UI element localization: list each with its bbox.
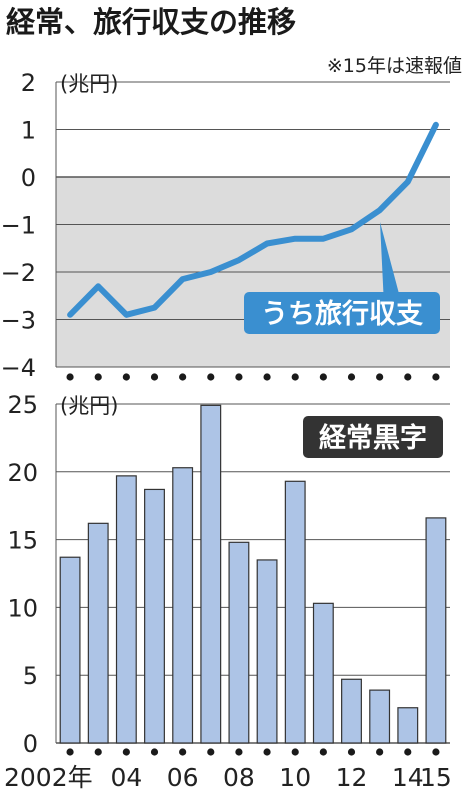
y-tick-label: −3	[1, 307, 36, 335]
x-tick-dot	[432, 748, 439, 755]
x-tick-dot	[348, 373, 355, 380]
y-tick-label: −1	[1, 212, 36, 240]
y-tick-label: 1	[21, 117, 36, 145]
bar	[229, 542, 249, 743]
x-tick-dot	[432, 373, 439, 380]
chart-note: ※15年は速報値	[327, 55, 462, 77]
y-tick-label: 0	[21, 164, 36, 192]
x-tick-label: 06	[167, 763, 199, 792]
x-tick-dot	[207, 748, 214, 755]
bar	[88, 523, 108, 743]
x-tick-dot	[376, 748, 383, 755]
y-tick-label: 0	[23, 730, 38, 758]
x-tick-dot	[263, 373, 270, 380]
series-label: 経常黒字	[319, 422, 427, 454]
bar	[60, 557, 80, 743]
x-tick-label: 14	[392, 763, 424, 792]
x-tick-dot	[376, 373, 383, 380]
x-tick-label: 15	[420, 763, 452, 792]
bar	[257, 560, 277, 743]
x-tick-dot	[292, 373, 299, 380]
bar	[370, 690, 390, 743]
y-tick-label: −4	[1, 354, 36, 382]
x-tick-dot	[235, 748, 242, 755]
x-tick-dot	[348, 748, 355, 755]
bar	[426, 518, 446, 743]
bar	[145, 489, 165, 743]
bar	[117, 476, 137, 743]
x-tick-dot	[123, 373, 130, 380]
x-tick-dot	[95, 748, 102, 755]
y-tick-label: 10	[7, 594, 38, 622]
unit-label: (兆円)	[60, 72, 118, 96]
x-tick-label: 10	[279, 763, 311, 792]
y-tick-label: 20	[7, 459, 38, 487]
bar	[314, 603, 334, 743]
series-label: うち旅行収支	[261, 298, 423, 330]
x-tick-dot	[151, 373, 158, 380]
x-tick-dot	[179, 373, 186, 380]
chart-title: 経常、旅行収支の推移	[6, 5, 296, 39]
bar	[173, 468, 193, 743]
x-tick-dot	[263, 748, 270, 755]
x-tick-label: 2002年	[4, 763, 93, 792]
x-tick-label: 12	[336, 763, 368, 792]
bar	[201, 405, 221, 743]
bar	[398, 708, 418, 743]
y-tick-label: 5	[23, 662, 38, 690]
x-tick-dot	[320, 748, 327, 755]
y-tick-label: 15	[7, 527, 38, 555]
x-tick-dot	[66, 373, 73, 380]
y-tick-label: 2	[21, 69, 36, 97]
x-tick-dot	[179, 748, 186, 755]
x-tick-dot	[292, 748, 299, 755]
y-tick-label: 25	[7, 391, 38, 419]
x-tick-dot	[404, 748, 411, 755]
x-tick-label: 04	[110, 763, 142, 792]
x-tick-label: 08	[223, 763, 255, 792]
x-tick-dot	[123, 748, 130, 755]
bar	[285, 481, 305, 743]
y-tick-label: −2	[1, 259, 36, 287]
x-tick-dot	[404, 373, 411, 380]
bar	[342, 679, 362, 743]
unit-label: (兆円)	[60, 394, 118, 418]
x-tick-dot	[66, 748, 73, 755]
x-tick-dot	[320, 373, 327, 380]
x-tick-dot	[95, 373, 102, 380]
x-tick-dot	[235, 373, 242, 380]
x-tick-dot	[151, 748, 158, 755]
x-tick-dot	[207, 373, 214, 380]
